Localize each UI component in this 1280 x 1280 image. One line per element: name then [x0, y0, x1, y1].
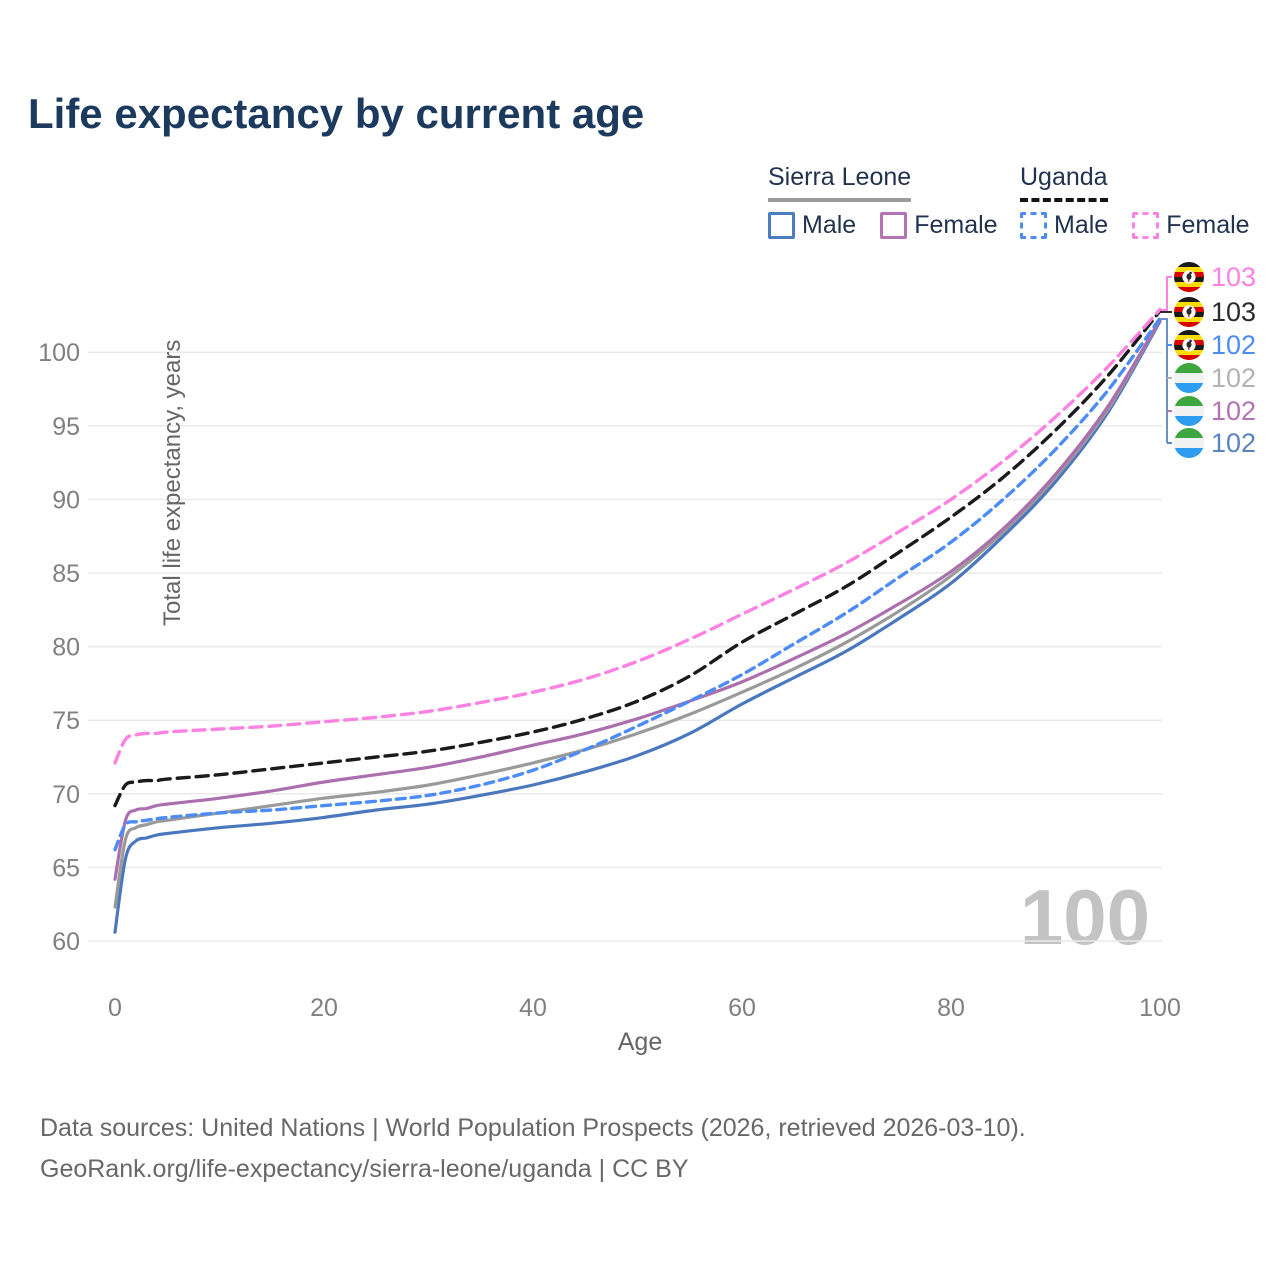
y-tick-label: 100: [38, 339, 80, 367]
end-value: 102: [1211, 395, 1257, 426]
leader-bracket: [1160, 318, 1168, 443]
y-tick-label: 70: [52, 781, 80, 809]
end-label-sierra-leone: 102: [1174, 362, 1256, 394]
y-axis-title: Total life expectancy, years: [159, 339, 187, 626]
line-swatch-icon: [768, 212, 795, 239]
sierra-leone-flag-icon: [1174, 396, 1204, 426]
legend-item-ug-male[interactable]: Male: [1020, 211, 1108, 240]
source-line: Data sources: United Nations | World Pop…: [40, 1114, 1026, 1142]
line-swatch-icon: [1132, 212, 1160, 239]
page-title: Life expectancy by current age: [28, 90, 645, 137]
y-tick-label: 75: [52, 707, 80, 735]
end-value: 102: [1211, 329, 1257, 360]
data-source-note: Data sources: United Nations | World Pop…: [40, 1108, 1026, 1190]
y-tick-label: 95: [52, 413, 80, 441]
legend-item-sl-female[interactable]: Female: [880, 211, 998, 240]
leader-line-uganda-female: [1160, 276, 1172, 311]
age-counter-watermark: 100: [1019, 873, 1150, 961]
end-label-uganda: 103: [1174, 296, 1256, 328]
sierra-leone-flag-icon: [1174, 363, 1204, 393]
legend-country-sierra-leone[interactable]: Sierra Leone: [768, 163, 912, 202]
uganda-flag-icon: [1174, 330, 1204, 360]
y-tick-label: 90: [52, 486, 80, 514]
legend-item-label: Male: [1054, 211, 1109, 239]
legend-item-label: Male: [802, 211, 857, 239]
end-value: 102: [1211, 427, 1257, 458]
source-link-line[interactable]: GeoRank.org/life-expectancy/sierra-leone…: [40, 1155, 689, 1183]
x-tick-label: 40: [519, 994, 547, 1022]
x-tick-label: 60: [728, 994, 756, 1022]
series-line-uganda[interactable]: [113, 309, 1162, 808]
y-tick-label: 85: [52, 560, 80, 588]
legend-group-sierra-leone: Sierra Leone Male Female: [768, 163, 1022, 240]
legend-item-sl-male[interactable]: Male: [768, 211, 856, 240]
end-label-uganda-male: 102: [1174, 329, 1256, 361]
legend-row: Male Female: [768, 211, 1022, 240]
x-tick-label: 80: [937, 994, 965, 1022]
x-tick-label: 0: [108, 994, 122, 1022]
y-tick-label: 80: [52, 634, 80, 662]
legend-group-uganda: Uganda Male Female: [1020, 163, 1274, 240]
series-line-sierra-leone-male[interactable]: [113, 319, 1162, 934]
x-tick-label: 20: [310, 994, 338, 1022]
end-label-uganda-female: 103: [1174, 261, 1256, 293]
x-axis-title: Age: [617, 1028, 663, 1056]
sierra-leone-flag-icon: [1174, 428, 1204, 458]
legend-row: Male Female: [1020, 211, 1274, 240]
uganda-flag-icon: [1174, 262, 1204, 292]
legend-item-label: Female: [1166, 211, 1250, 239]
x-tick-label: 100: [1139, 994, 1181, 1022]
end-value: 103: [1211, 296, 1257, 327]
series-line-uganda-male[interactable]: [113, 316, 1162, 852]
series-line-sierra-leone-female[interactable]: [113, 318, 1162, 881]
end-label-sierra-leone-male: 102: [1174, 427, 1256, 459]
end-label-sierra-leone-female: 102: [1174, 395, 1256, 427]
line-swatch-icon: [880, 212, 908, 239]
line-swatch-icon: [1020, 212, 1047, 239]
y-tick-label: 65: [52, 854, 80, 882]
legend-item-ug-female[interactable]: Female: [1132, 211, 1250, 240]
legend-country-uganda[interactable]: Uganda: [1020, 163, 1108, 202]
uganda-flag-icon: [1174, 297, 1204, 327]
series-line-sierra-leone[interactable]: [113, 318, 1162, 909]
end-value: 102: [1211, 362, 1257, 393]
legend-item-label: Female: [914, 211, 998, 239]
y-tick-label: 60: [52, 928, 80, 956]
series-line-uganda-female[interactable]: [113, 307, 1162, 765]
end-value: 103: [1211, 261, 1257, 292]
